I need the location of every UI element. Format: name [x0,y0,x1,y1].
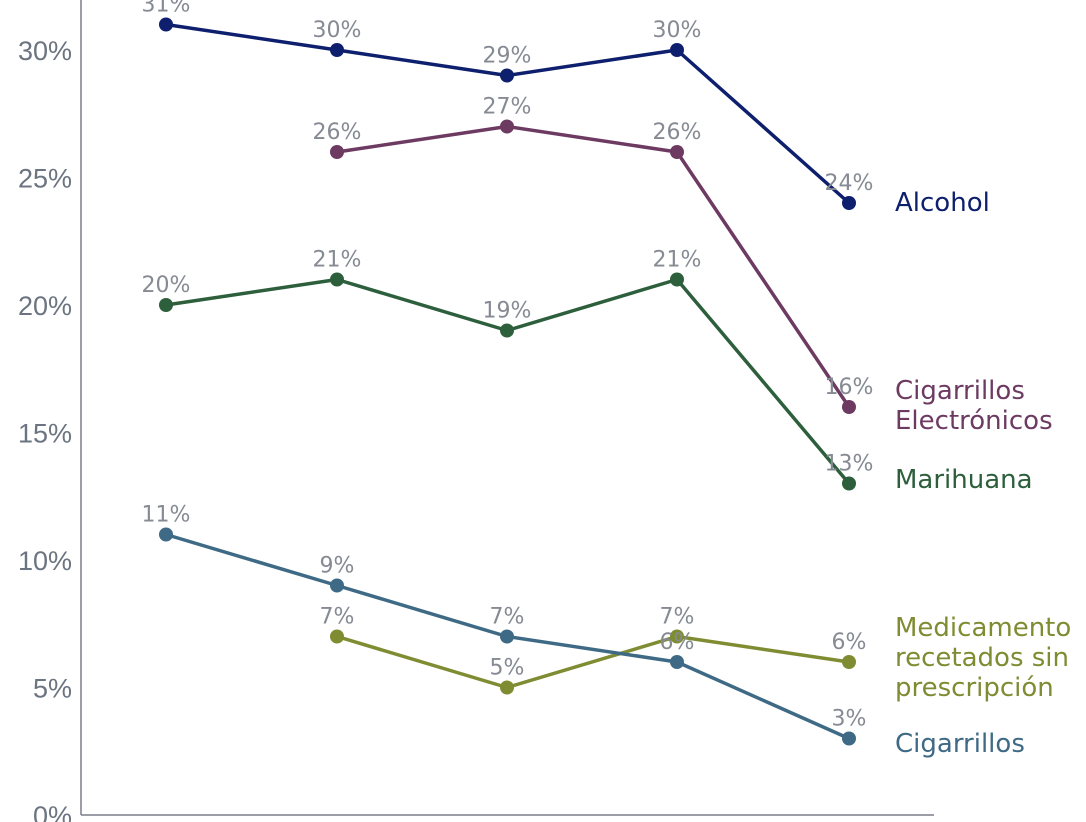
data-label: 29% [483,44,532,69]
data-point [670,655,684,669]
y-axis: 0% 5% 10% 15% 20% 25% 30% [18,0,82,822]
y-tick-label: 0% [33,801,72,822]
series-line [336,634,850,690]
data-point [842,196,856,210]
data-label: 11% [142,503,191,528]
data-point [500,323,514,338]
data-label: 24% [825,171,874,196]
data-point [330,578,344,593]
data-label: 26% [313,120,362,145]
data-point [670,629,684,644]
data-point [330,629,344,644]
data-point [159,527,173,542]
data-label: 3% [832,707,867,732]
series-label: Electrónicos [895,406,1053,436]
data-point [159,298,173,312]
data-labels-layer: 31% 30% 29% 30% 24% 26% 27% 26% 16% 20% 21% 19% 21% 1… [142,0,874,732]
series-cigarrillos-electronicos [330,119,856,414]
data-point [330,43,344,57]
data-label: 13% [825,452,874,477]
data-point [500,119,514,134]
y-tick-label: 25% [18,164,72,194]
series-alcohol [159,17,856,210]
data-point [842,400,856,414]
data-label: 19% [483,299,532,324]
series-marihuana [159,272,856,491]
data-label: 6% [832,630,867,655]
series-label: Alcohol [895,188,990,218]
series-label: Medicamento [895,613,1071,643]
data-label: 6% [660,630,695,655]
series-layer [159,17,856,746]
data-point [500,629,514,644]
data-label: 20% [142,273,191,298]
y-tick-label: 5% [33,674,72,704]
series-label: Cigarrillos [895,376,1025,406]
data-label: 9% [320,554,355,579]
data-label: 7% [660,605,695,630]
data-point [670,272,684,287]
series-cigarrillos [159,527,856,746]
data-point [842,731,856,746]
data-label: 26% [653,120,702,145]
y-tick-label: 30% [18,36,72,66]
data-label: 7% [320,605,355,630]
series-label: Cigarrillos [895,729,1025,759]
series-label: prescripción [895,673,1054,703]
data-point [330,145,344,159]
series-label: Marihuana [895,465,1033,495]
data-label: 21% [653,248,702,273]
data-label: 30% [653,18,702,43]
data-label: 5% [490,656,525,681]
series-label: recetados sin [895,643,1069,673]
data-label: 30% [313,18,362,43]
data-point [159,17,173,32]
series-line [336,124,851,408]
data-point [842,476,856,491]
y-tick-label: 10% [18,546,72,576]
data-point [842,655,856,669]
y-tick-label: 15% [18,419,72,449]
y-tick-label: 20% [18,291,72,321]
data-label: 21% [313,248,362,273]
series-labels-layer: AlcoholCigarrillosElectrónicosMarihuanaM… [895,188,1071,759]
data-label: 31% [142,0,191,18]
data-label: 7% [490,605,525,630]
data-point [330,272,344,287]
data-label: 16% [825,375,874,400]
data-point [670,145,684,159]
data-point [500,680,514,695]
data-point [500,68,514,83]
data-label: 27% [483,95,532,120]
series-medicamento-recetados-sin-prescripcion [330,629,856,695]
data-point [670,43,684,57]
